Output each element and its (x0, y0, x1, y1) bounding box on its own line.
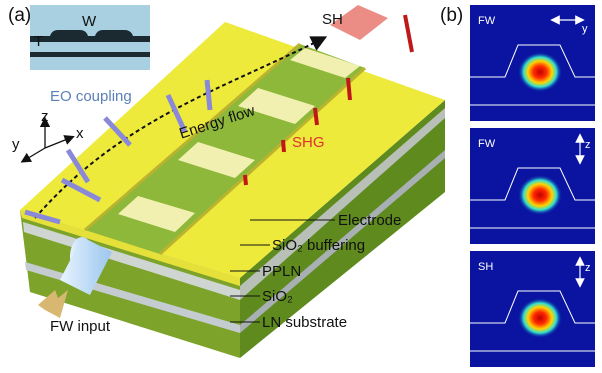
axis-label: x (76, 125, 84, 142)
beam-label: FW input (50, 318, 111, 335)
shg-arrow (283, 140, 284, 152)
polarization-label: z (585, 139, 591, 151)
inset-substrate (30, 52, 150, 57)
mode-profile (518, 175, 562, 215)
mode-name: SH (478, 261, 493, 273)
shg-arrow (315, 108, 317, 125)
eo-arrow (207, 80, 210, 110)
axis-y (25, 148, 45, 160)
shg-arrow (405, 15, 412, 52)
layer-label: Electrode (338, 212, 401, 229)
annotation: EO coupling (50, 88, 132, 105)
axis-label: y (12, 136, 20, 153)
layer-label: SiO₂ buffering (272, 237, 365, 254)
shg-arrow (348, 78, 350, 100)
axes-glyph (25, 122, 70, 160)
inset-label: T (34, 33, 43, 50)
figure: (a) W T SH EO coupling Energy flow SHG z… (0, 0, 602, 373)
axis-x (45, 138, 70, 148)
panel-label: (a) (8, 5, 31, 26)
mode-name: FW (478, 15, 496, 27)
panel-label: (b) (440, 5, 463, 26)
polarization-label: y (582, 23, 588, 35)
polarization-label: z (585, 262, 591, 274)
mode-profile (518, 52, 562, 92)
layer-label: PPLN (262, 263, 301, 280)
beam-label: SH (322, 11, 343, 28)
shg-arrow (245, 175, 246, 185)
page: {"panel_a": {"label": "(a)", "inset": {"… (0, 0, 602, 373)
axis-label: z (41, 108, 49, 125)
mode-panels: FW y FW z SH z (470, 5, 595, 367)
mode-name: FW (478, 138, 496, 150)
mode-profile (518, 298, 562, 338)
layer-label: SiO₂ (262, 288, 293, 305)
layer-label: LN substrate (262, 314, 347, 331)
annotation: SHG (292, 134, 325, 151)
inset-label: W (82, 13, 97, 30)
